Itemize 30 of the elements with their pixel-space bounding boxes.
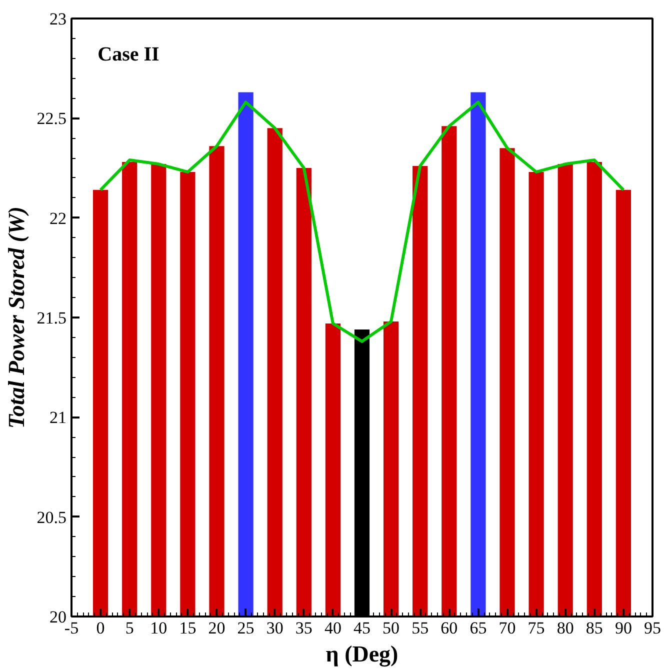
x-tick-label: 20 xyxy=(208,618,226,638)
x-tick-label: 95 xyxy=(644,618,661,638)
x-tick-label: 25 xyxy=(237,618,254,638)
x-tick-label: 35 xyxy=(295,618,312,638)
x-tick-label: 65 xyxy=(470,618,487,638)
x-tick-label: 15 xyxy=(179,618,196,638)
x-axis-title: η (Deg) xyxy=(326,642,398,668)
line-series xyxy=(99,100,625,343)
x-tick-label: 75 xyxy=(528,618,545,638)
y-tick-label: 23 xyxy=(50,10,66,28)
y-tick-label: 22 xyxy=(50,208,66,228)
x-tick-label: 0 xyxy=(96,618,105,638)
y-tick-label: 21 xyxy=(50,408,66,428)
text: Case II xyxy=(98,43,160,66)
x-tick-label: 80 xyxy=(556,618,574,638)
x-tick-label: 50 xyxy=(382,618,400,638)
x-tick-label: 30 xyxy=(266,618,284,638)
y-axis-title: Total Power Stored (W) xyxy=(4,206,29,429)
x-tick-label: 40 xyxy=(324,618,342,638)
x-tick-label: 85 xyxy=(586,618,603,638)
x-tick-label: 45 xyxy=(354,618,370,638)
x-tick-label: 90 xyxy=(614,618,632,638)
x-tick-label: 60 xyxy=(440,618,458,638)
y-tick-label: 21.5 xyxy=(36,308,66,328)
x-tick-label: 70 xyxy=(498,618,516,638)
x-tick-label: 5 xyxy=(125,618,134,638)
x-tick-label: 55 xyxy=(412,618,429,638)
y-tick-label: 22.5 xyxy=(36,109,66,128)
y-tick-label: 20.5 xyxy=(36,508,66,527)
x-tick-label: 10 xyxy=(150,618,168,638)
